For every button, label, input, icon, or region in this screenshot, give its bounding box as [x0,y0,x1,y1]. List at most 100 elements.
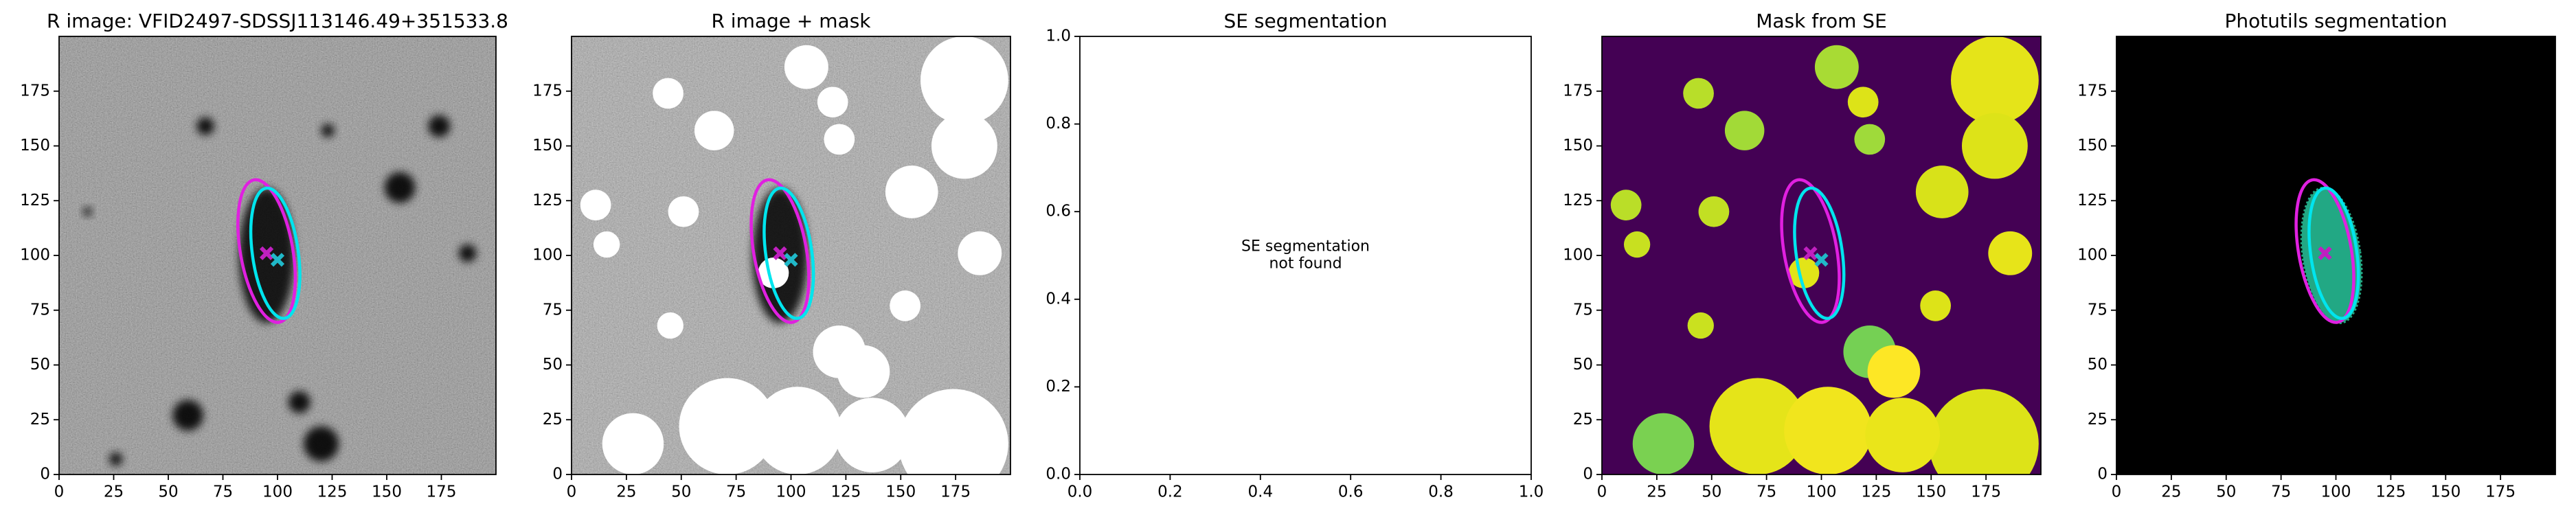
x-tick-label: 0.2 [1157,483,1183,501]
x-tick-label: 0 [1597,483,1607,501]
y-tick-label: 175 [20,82,50,100]
y-tick-label: 175 [2077,82,2108,100]
y-tick-label: 0.6 [1046,203,1071,220]
x-tick-label: 125 [1861,483,1891,501]
annotation: not found [1269,255,1342,273]
center-marker [773,246,787,260]
y-tick-label: 0.0 [1046,466,1071,483]
aperture-ellipse [2307,186,2360,320]
x-tick-label: 50 [2216,483,2236,501]
mask [1623,231,1651,258]
mask [1847,87,1879,118]
mask [1814,45,1859,89]
x-tick-label: 175 [940,483,971,501]
y-tick-label: 100 [1563,247,1593,264]
y-tick-label: 0.8 [1046,115,1071,133]
annotation: SE segmentation [1241,238,1370,255]
y-tick-label: 150 [20,137,50,154]
mask [1724,111,1765,150]
y-tick-label: 50 [543,356,563,374]
y-tick-label: 0 [2097,466,2108,483]
center-marker [2318,246,2332,260]
mask [653,78,683,109]
y-tick-label: 175 [1563,82,1593,100]
x-tick-label: 50 [671,483,691,501]
mask [1961,113,2028,179]
x-tick-label: 0.8 [1428,483,1454,501]
mask [1854,124,1886,155]
y-tick-label: 0.2 [1046,378,1071,396]
y-tick-label: 125 [20,192,50,209]
y-tick-label: 50 [2088,356,2108,374]
aperture-ellipse [249,186,302,320]
x-tick-label: 0.4 [1248,483,1274,501]
x-tick-label: 0 [2112,483,2122,501]
mask [1610,190,1642,220]
center-marker [1814,253,1829,267]
center-marker [1803,246,1818,260]
x-tick-label: 0.6 [1338,483,1364,501]
mask [1951,36,2039,124]
mask [1929,389,2039,474]
mask [958,231,1002,275]
y-tick-label: 150 [1563,137,1593,154]
center-marker [259,246,274,260]
x-tick-label: 25 [616,483,636,501]
panel-title: R image: VFID2497-SDSSJ113146.49+351533.… [47,10,508,32]
mask [1687,312,1714,339]
plot-area [59,36,496,474]
mask [817,87,848,118]
aperture-ellipse [1780,178,1841,324]
y-tick-label: 25 [1573,411,1593,428]
y-tick-label: 150 [2077,137,2108,154]
mask [1867,345,1921,398]
source [82,207,92,216]
source [172,400,203,431]
mask [1784,387,1872,474]
panel-title: R image + mask [711,10,871,32]
mask [1915,165,1969,218]
x-tick-label: 175 [2485,483,2516,501]
y-tick-label: 125 [532,192,563,209]
image-background [1080,36,1531,474]
mask [758,258,789,288]
x-tick-label: 75 [2271,483,2291,501]
panel: 0 25 50 75 100 125 150 175 0 25 50 75 100 125 150 175 R … [532,10,1011,501]
plot-area [572,36,1010,474]
x-tick-label: 75 [213,483,233,501]
mask [784,45,828,89]
y-tick-label: 125 [1563,192,1593,209]
y-tick-label: 75 [543,301,563,319]
x-tick-label: 75 [1756,483,1776,501]
x-tick-label: 175 [1971,483,2001,501]
y-tick-label: 75 [30,301,50,319]
panel-title: Mask from SE [1756,10,1887,32]
mask [885,165,938,218]
x-tick-label: 25 [104,483,124,501]
panel-title: Photutils segmentation [2224,10,2447,32]
y-tick-label: 50 [30,356,50,374]
mask [1788,258,1820,288]
panel: 0 25 50 75 100 125 150 175 0 25 50 75 100 125 150 175 R … [20,10,508,501]
x-tick-label: 125 [317,483,348,501]
mask [1698,196,1730,227]
aperture-ellipse [236,178,297,324]
y-tick-label: 1.0 [1046,27,1071,45]
x-tick-label: 1.0 [1519,483,1544,501]
x-tick-label: 125 [831,483,861,501]
panel-title: SE segmentation [1224,10,1388,32]
mask [899,389,1008,474]
mask [602,413,664,474]
y-tick-label: 0 [552,466,563,483]
y-tick-label: 75 [2088,301,2108,319]
mask [694,111,734,150]
panel: 0 25 50 75 100 125 150 175 0 25 50 75 100 125 150 175 Ma… [1563,10,2042,501]
center-marker [270,253,285,267]
source [384,172,416,203]
y-tick-label: 175 [532,82,563,100]
panel: 0 25 50 75 100 125 150 175 0 25 50 75 100 125 150 175 Ph… [2077,10,2556,501]
y-tick-label: 125 [2077,192,2108,209]
source [109,453,123,466]
